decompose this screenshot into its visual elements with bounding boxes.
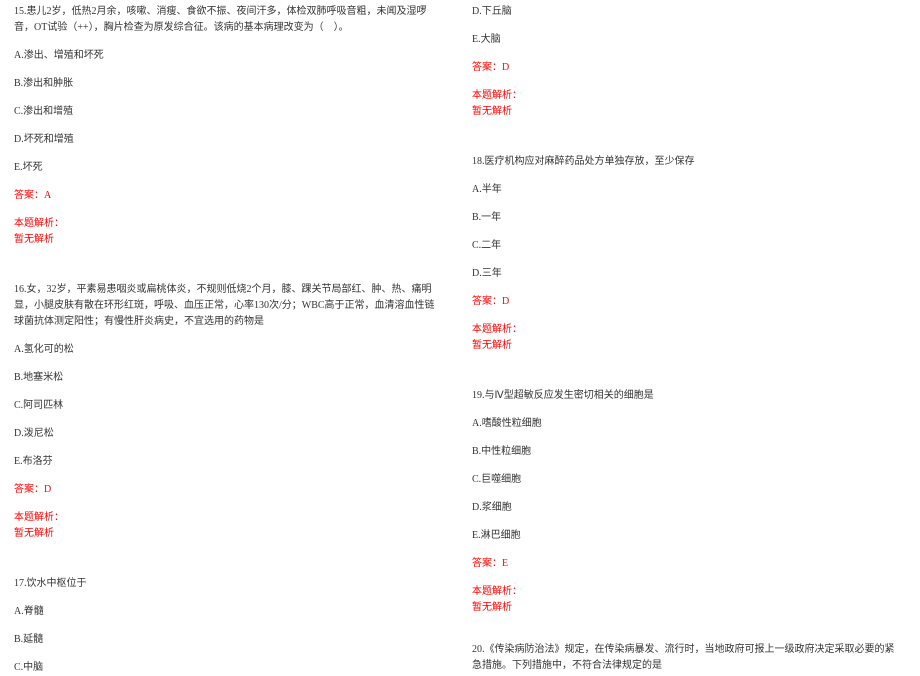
q15-option-e: E.坏死: [14, 160, 442, 176]
q16-option-b: B.地塞米松: [14, 370, 442, 386]
q18-option-b: B.一年: [472, 210, 898, 226]
q19-option-a: A.嗜酸性粒细胞: [472, 416, 898, 432]
q16-stem: 16.女，32岁，平素易患咽炎或扁桃体炎，不规则低烧2个月，膝、踝关节局部红、肿…: [14, 282, 442, 330]
gap: [472, 628, 898, 642]
q16-option-a: A.氢化可的松: [14, 342, 442, 358]
q19-option-b: B.中性粒细胞: [472, 444, 898, 460]
q19-analysis-body: 暂无解析: [472, 600, 898, 616]
q18-stem: 18.医疗机构应对麻醉药品处方单独存放，至少保存: [472, 154, 898, 170]
left-column: 15.患儿2岁，低热2月余，咳嗽、消瘦、食欲不振、夜间汗多，体检双肺呼吸音粗，未…: [0, 0, 460, 651]
q18-analysis-body: 暂无解析: [472, 338, 898, 354]
q15-option-a: A.渗出、增殖和坏死: [14, 48, 442, 64]
q17-option-c: C.中脑: [14, 660, 442, 676]
q15-option-c: C.渗出和增殖: [14, 104, 442, 120]
q15-option-d: D.坏死和增殖: [14, 132, 442, 148]
q19-answer: 答案：E: [472, 556, 898, 572]
gap: [14, 554, 442, 576]
q17-option-b: B.延髓: [14, 632, 442, 648]
q15-stem: 15.患儿2岁，低热2月余，咳嗽、消瘦、食欲不振、夜间汗多，体检双肺呼吸音粗，未…: [14, 4, 442, 36]
q18-option-c: C.二年: [472, 238, 898, 254]
q17-analysis-body: 暂无解析: [472, 104, 898, 120]
q16-analysis-body: 暂无解析: [14, 526, 442, 542]
gap: [472, 132, 898, 154]
q17-analysis-label: 本题解析：: [472, 88, 898, 104]
q16-option-d: D.泼尼松: [14, 426, 442, 442]
q20-stem: 20.《传染病防治法》规定，在传染病暴发、流行时，当地政府可报上一级政府决定采取…: [472, 642, 898, 674]
q16-option-e: E.布洛芬: [14, 454, 442, 470]
right-column: D.下丘脑 E.大脑 答案：D 本题解析： 暂无解析 18.医疗机构应对麻醉药品…: [460, 0, 920, 651]
q16-answer: 答案：D: [14, 482, 442, 498]
gap: [472, 366, 898, 388]
q16-option-c: C.阿司匹林: [14, 398, 442, 414]
q19-analysis-label: 本题解析：: [472, 584, 898, 600]
q18-option-d: D.三年: [472, 266, 898, 282]
q16-analysis-label: 本题解析：: [14, 510, 442, 526]
q19-stem: 19.与Ⅳ型超敏反应发生密切相关的细胞是: [472, 388, 898, 404]
q15-option-b: B.渗出和肿胀: [14, 76, 442, 92]
q15-answer: 答案：A: [14, 188, 442, 204]
q17-option-e: E.大脑: [472, 32, 898, 48]
q15-analysis-body: 暂无解析: [14, 232, 442, 248]
q19-option-c: C.巨噬细胞: [472, 472, 898, 488]
q19-option-d: D.浆细胞: [472, 500, 898, 516]
q18-answer: 答案：D: [472, 294, 898, 310]
q17-stem: 17.饮水中枢位于: [14, 576, 442, 592]
q15-analysis-label: 本题解析：: [14, 216, 442, 232]
gap: [14, 260, 442, 282]
q19-option-e: E.淋巴细胞: [472, 528, 898, 544]
q17-option-d: D.下丘脑: [472, 4, 898, 20]
q17-option-a: A.脊髓: [14, 604, 442, 620]
q18-option-a: A.半年: [472, 182, 898, 198]
q18-analysis-label: 本题解析：: [472, 322, 898, 338]
q17-answer: 答案：D: [472, 60, 898, 76]
